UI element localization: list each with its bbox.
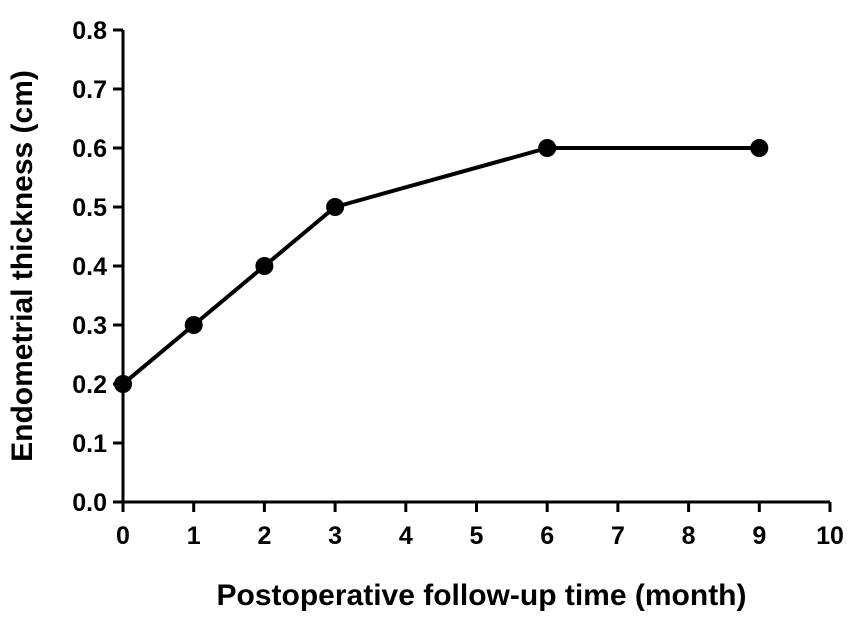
y-axis-ticks: 0.0 0.1 0.2 0.3 0.4 0.5 0.6 0.7 0.8 [72, 17, 123, 517]
x-tick-label: 1 [187, 522, 201, 550]
x-axis-ticks: 0 1 2 3 4 5 6 7 8 9 10 [116, 502, 844, 550]
data-point-3 [326, 198, 345, 216]
x-tick-label: 7 [611, 522, 625, 550]
y-tick-label: 0.3 [72, 312, 107, 340]
x-tick-label: 2 [257, 522, 271, 550]
y-tick-label: 0.1 [72, 430, 107, 458]
y-tick-label: 0.8 [72, 17, 107, 45]
x-tick-label: 5 [470, 522, 484, 550]
y-tick-label: 0.0 [72, 489, 107, 517]
data-points [114, 139, 769, 393]
data-point-0 [114, 375, 132, 393]
x-tick-label: 6 [540, 522, 554, 550]
data-point-5 [750, 139, 769, 157]
x-tick-label: 9 [752, 522, 766, 550]
x-tick-label: 3 [328, 522, 342, 550]
y-axis-title: Endometrial thickness (cm) [6, 70, 39, 462]
series-line [121, 146, 760, 386]
data-point-4 [538, 139, 557, 157]
y-tick-label: 0.5 [72, 194, 107, 222]
x-tick-label: 8 [682, 522, 696, 550]
x-tick-label: 4 [399, 522, 413, 550]
y-tick-label: 0.4 [72, 253, 107, 281]
y-tick-label: 0.6 [72, 135, 107, 163]
y-tick-label: 0.2 [72, 371, 107, 399]
x-tick-label: 10 [816, 522, 844, 550]
data-point-1 [184, 316, 203, 334]
x-tick-label: 0 [116, 522, 130, 550]
x-axis-title: Postoperative follow-up time (month) [217, 579, 747, 612]
data-point-2 [255, 257, 274, 275]
y-tick-label: 0.7 [72, 76, 107, 104]
